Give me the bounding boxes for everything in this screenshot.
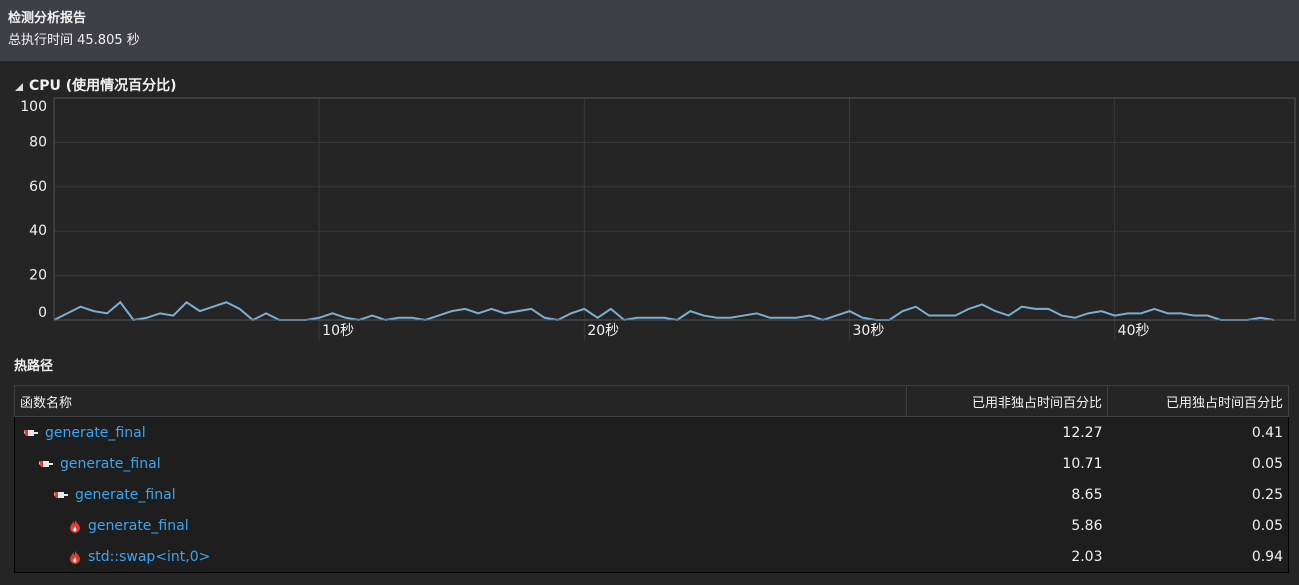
y-tick-label: 20 — [29, 268, 47, 284]
function-cell: std::swap<int,0> — [15, 541, 907, 573]
function-link[interactable]: std::swap<int,0> — [88, 548, 211, 565]
y-tick-label: 60 — [29, 179, 47, 195]
plot-area — [53, 97, 1296, 321]
x-tick-label: 30秒 — [853, 323, 885, 339]
collapse-icon[interactable] — [15, 83, 23, 91]
table-row: generate_final 8.65 0.25 — [15, 479, 1289, 510]
exclusive-cell: 0.41 — [1251, 424, 1283, 441]
hot-path-icon — [39, 460, 53, 467]
column-header: 已用独占时间百分比 — [1107, 385, 1289, 417]
exclusive-cell: 0.94 — [1251, 548, 1283, 565]
x-tick-label: 40秒 — [1118, 323, 1150, 339]
hot-path-icon — [24, 429, 38, 436]
exclusive-cell: 0.05 — [1251, 517, 1283, 534]
chart-title: CPU (使用情况百分比) — [29, 77, 177, 94]
function-link[interactable]: generate_final — [60, 455, 161, 472]
inclusive-cell: 10.71 — [1062, 455, 1103, 472]
y-tick-label: 0 — [38, 305, 47, 321]
report-header: 检测分析报告 总执行时间 45.805 秒 — [0, 0, 1299, 61]
inclusive-cell: 2.03 — [1071, 548, 1103, 565]
cpu-chart: CPU (使用情况百分比) 0 20 40 60 80 100 10秒 20秒 30秒 40秒 — [15, 77, 1296, 340]
table-row: std::swap<int,0> 2.03 0.94 — [15, 541, 1289, 573]
column-header: 已用非独占时间百分比 — [906, 385, 1108, 417]
function-cell: generate_final — [15, 448, 907, 479]
hot-path-icon — [54, 491, 68, 498]
function-link[interactable]: generate_final — [45, 424, 146, 441]
function-link[interactable]: generate_final — [88, 517, 189, 534]
table-row: generate_final 12.27 0.41 — [15, 417, 1289, 449]
function-link[interactable]: generate_final — [75, 486, 176, 503]
function-cell: generate_final — [15, 510, 907, 541]
y-tick-label: 100 — [20, 99, 47, 115]
table-row: generate_final 10.71 0.05 — [15, 448, 1289, 479]
exclusive-cell: 0.05 — [1251, 455, 1283, 472]
report-subtitle: 总执行时间 45.805 秒 — [8, 33, 140, 48]
y-tick-label: 80 — [29, 134, 47, 150]
y-tick-label: 40 — [29, 223, 47, 239]
cpu-line — [53, 300, 1274, 322]
section-title: 热路径 — [14, 359, 54, 374]
exclusive-cell: 0.25 — [1251, 486, 1283, 503]
function-cell: generate_final — [15, 479, 907, 510]
hot-path-table: 函数名称 已用非独占时间百分比 已用独占时间百分比 generate_final… — [14, 385, 1289, 573]
x-tick-label: 10秒 — [322, 323, 354, 339]
inclusive-cell: 12.27 — [1062, 424, 1103, 441]
flame-icon — [70, 519, 80, 533]
report-title: 检测分析报告 — [8, 11, 87, 26]
column-header: 函数名称 — [14, 385, 907, 417]
flame-icon — [70, 550, 80, 564]
inclusive-cell: 8.65 — [1071, 486, 1103, 503]
x-tick-label: 20秒 — [587, 323, 619, 339]
function-cell: generate_final — [15, 417, 907, 449]
header-row: 函数名称 已用非独占时间百分比 已用独占时间百分比 — [14, 385, 1289, 417]
inclusive-cell: 5.86 — [1071, 517, 1103, 534]
table-row: generate_final 5.86 0.05 — [15, 510, 1289, 541]
